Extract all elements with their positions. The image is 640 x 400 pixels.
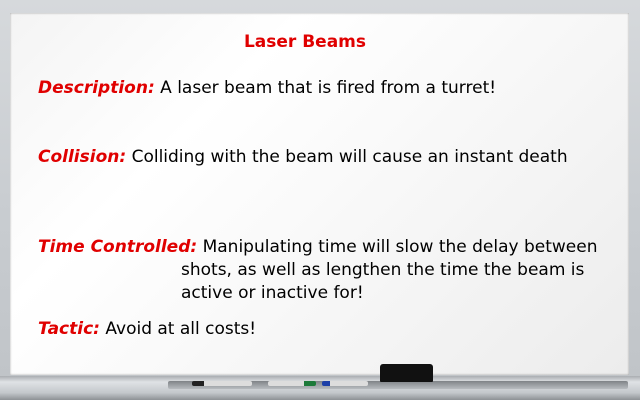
whiteboard-surface (10, 13, 629, 375)
blue-marker (322, 381, 368, 386)
green-marker (268, 381, 316, 386)
collision-label: Collision: (38, 147, 127, 167)
tactic-entry: Tactic: Avoid at all costs! (38, 318, 256, 341)
time-controlled-entry: Time Controlled: Manipulating time will … (38, 236, 598, 259)
tactic-label: Tactic: (38, 319, 100, 339)
black-marker (192, 381, 252, 386)
tactic-text: Avoid at all costs! (105, 319, 257, 339)
time-controlled-line-2: shots, as well as lengthen the time the … (181, 260, 585, 280)
time-controlled-label: Time Controlled: (38, 237, 198, 257)
description-label: Description: (38, 78, 155, 98)
collision-text: Colliding with the beam will cause an in… (131, 147, 568, 167)
marker-tray-groove (168, 381, 628, 389)
time-controlled-line-3: active or inactive for! (181, 283, 364, 303)
description-entry: Description: A laser beam that is fired … (38, 77, 496, 100)
description-text: A laser beam that is fired from a turret… (160, 78, 497, 98)
eraser (380, 364, 433, 382)
board-title: Laser Beams (243, 32, 367, 52)
time-controlled-text: Manipulating time will slow the delay be… (202, 237, 598, 257)
collision-entry: Collision: Colliding with the beam will … (38, 146, 568, 169)
